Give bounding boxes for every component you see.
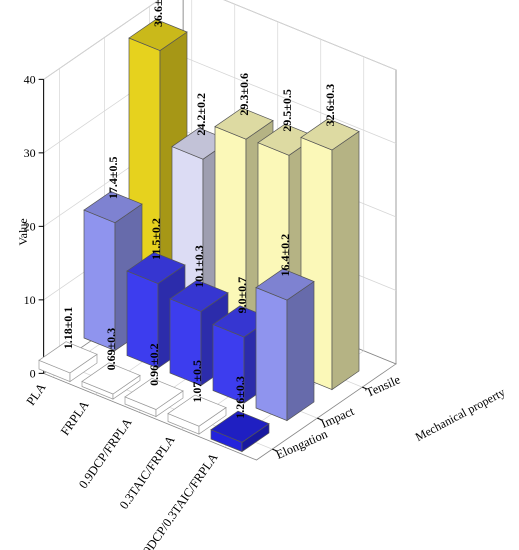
gridline [43,0,397,80]
data-label-elongation-frpla: 0.69±0.3 [104,328,118,371]
data-label-elongation-pla: 1.18±0.1 [61,307,75,350]
depth-tick [362,386,368,390]
category-label-frpla: FRPLA [58,398,92,438]
bars [38,19,360,453]
y-tick-label: 20 [24,219,36,233]
data-label-impact-0-9dcp-0-3taic-frpla: 16.4±0.2 [278,234,292,277]
data-label-impact-frpla: 11.5±0.2 [149,218,163,260]
bar-elongation-frpla [81,362,141,400]
data-label-tensile-pla: 36.6±0.3 [151,0,165,27]
data-label-impact-0-9dcp-frpla: 10.1±0.3 [192,245,206,288]
bar-elongation-pla [38,341,98,383]
category-label-0-9dcp-frpla: 0.9DCP/FRPLA [76,416,135,491]
bar-elongation-0-9dcp-0-3taic-frpla [210,410,270,453]
data-label-impact-0-3taic-frpla: 9.0±0.7 [235,277,249,314]
bar-front-face [255,286,288,422]
bar-impact-0-9dcp-0-3taic-frpla [255,268,315,422]
y-axis: 0 10 20 30 40 [24,72,45,380]
depth-axis-title: Mechanical property [413,385,508,444]
data-label-tensile-0-3taic-frpla: 29.5±0.5 [280,89,294,132]
bar-top-face [169,279,229,312]
bar-top-face [83,191,143,224]
data-label-elongation-0-3taic-frpla: 1.07±0.5 [190,360,204,403]
depth-tick [272,448,278,452]
bar-side-face [286,280,315,422]
depth-tick [317,417,323,421]
y-tick-label: 0 [30,366,36,380]
data-labels: 36.6±0.3 24.2±0.2 29.3±0.6 29.5±0.5 32.6±0.3… [61,0,337,419]
data-label-elongation-0-9dcp-0-3taic-frpla: 1.26±0.3 [233,376,247,419]
bar-top-face [126,252,186,284]
data-label-elongation-0-9dcp-frpla: 0.96±0.2 [147,343,161,386]
category-label-0-3taic-frpla: 0.3TAIC/FRPLA [117,433,178,512]
data-label-impact-pla: 17.4±0.5 [106,157,120,200]
bar-elongation-0-9dcp-frpla [124,377,184,418]
data-label-tensile-frpla: 24.2±0.2 [194,93,208,136]
bar-top-face [128,19,188,51]
y-axis-title: Value [16,218,30,245]
bar-top-face [300,118,360,151]
bar-top-face [124,377,184,410]
category-label-pla: PLA [24,381,49,408]
bar-top-face [38,341,98,374]
y-tick-label: 40 [24,72,36,86]
y-tick-label: 10 [24,293,36,307]
bar-top-face [214,107,274,140]
bar-side-face [331,130,360,391]
bar-top-face [167,394,227,427]
bar-top-face [81,362,141,395]
y-tick-label: 30 [24,146,36,160]
data-label-tensile-0-9dcp-frpla: 29.3±0.6 [237,73,251,116]
data-label-tensile-0-9dcp-0-3taic-frpla: 32.6±0.3 [323,84,337,127]
bar-elongation-0-3taic-frpla [167,394,227,435]
bar-top-face [210,410,270,443]
bar-top-face [255,268,315,301]
